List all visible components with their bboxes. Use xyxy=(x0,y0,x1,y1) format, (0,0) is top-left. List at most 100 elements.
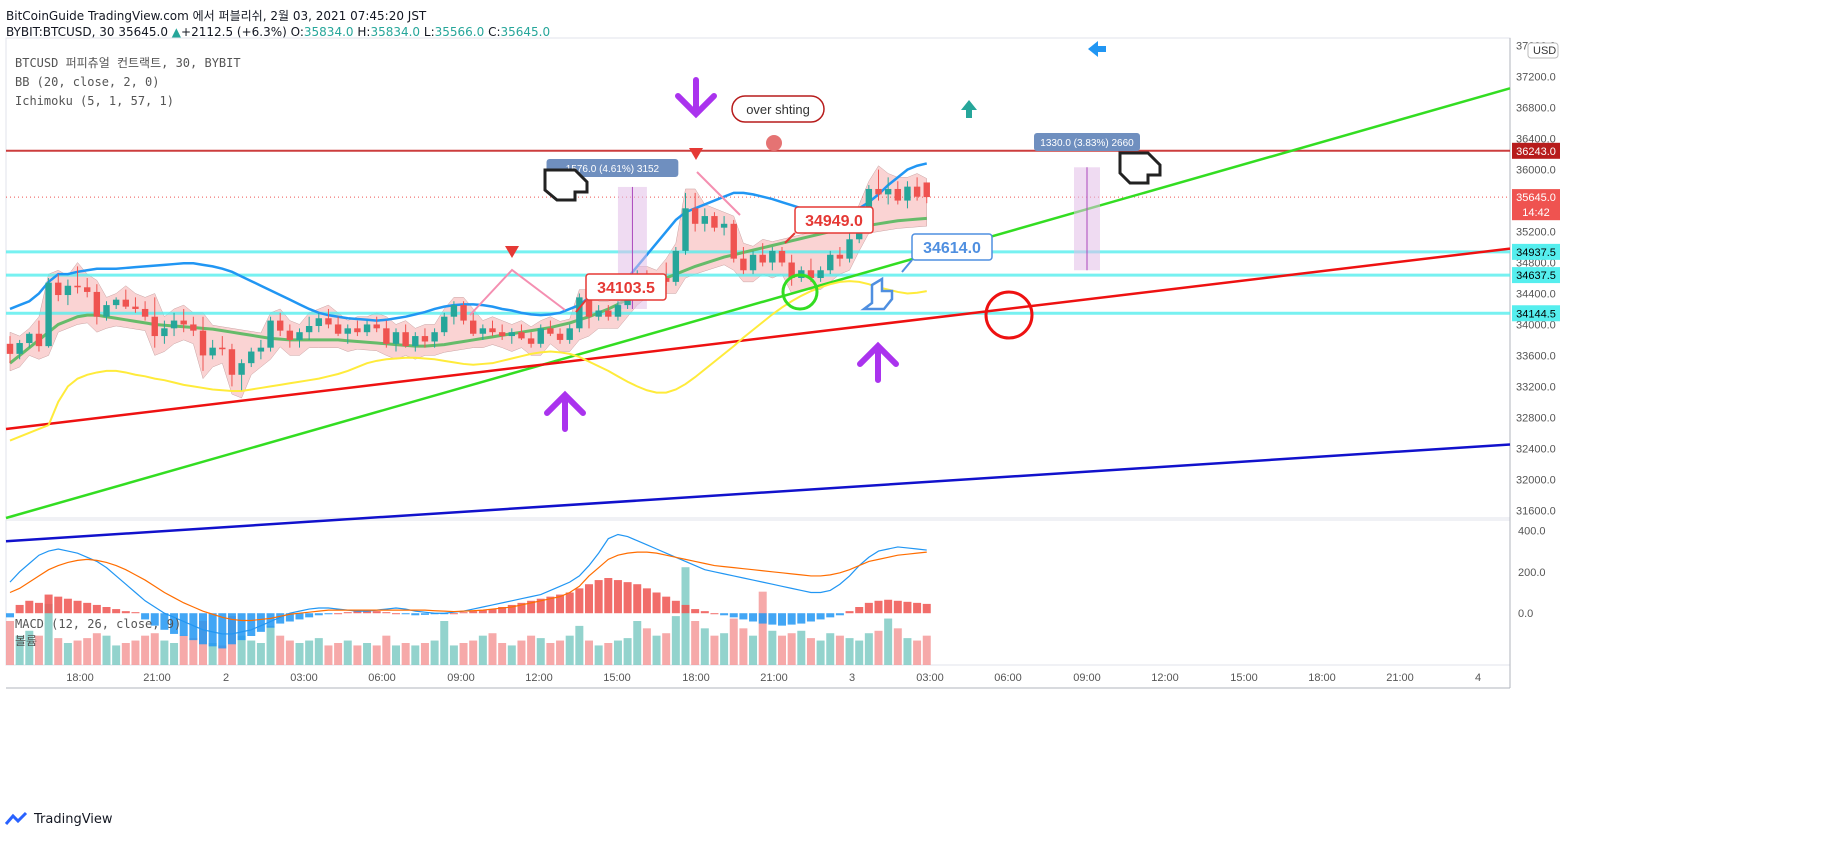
candle-up xyxy=(45,282,52,347)
macd-histogram-bar xyxy=(121,611,130,614)
macd-indicator-label[interactable]: MACD (12, 26, close, 9) xyxy=(15,617,182,631)
volume-bar xyxy=(372,645,381,665)
volume-bar xyxy=(700,628,709,665)
high-label: H: xyxy=(357,25,371,39)
time-tick-label: 09:00 xyxy=(1073,672,1101,684)
volume-bar xyxy=(343,640,352,665)
volume-bar xyxy=(710,635,719,665)
macd-histogram-bar xyxy=(179,613,188,636)
tradingview-brand[interactable]: TradingView xyxy=(4,811,113,827)
thumbs-down-hand-icon xyxy=(1118,151,1162,185)
volume-bar xyxy=(691,621,700,665)
close-value: 35645.0 xyxy=(500,25,551,39)
candle-down xyxy=(759,254,766,263)
callout-pointer xyxy=(901,259,913,273)
macd-histogram-bar xyxy=(797,613,806,624)
macd-histogram-bar xyxy=(112,609,121,614)
price-tick-label: 35200.0 xyxy=(1516,227,1556,239)
macd-histogram-bar xyxy=(131,612,140,614)
macd-histogram-bar xyxy=(34,602,43,614)
candle-down xyxy=(93,291,101,317)
volume-bar xyxy=(44,603,53,665)
macd-histogram-bar xyxy=(141,613,150,620)
ichimoku-indicator-label[interactable]: Ichimoku (5, 1, 57, 1) xyxy=(15,94,174,108)
volume-bar xyxy=(285,640,294,665)
symbol-title[interactable]: BTCUSD 퍼피츄얼 컨트랙트, 30, BYBIT xyxy=(15,56,241,70)
candle-up xyxy=(16,343,23,354)
volume-bar xyxy=(816,640,825,665)
price-axis-badge-label: 14:42 xyxy=(1522,207,1550,219)
candle-down xyxy=(913,186,921,197)
macd-histogram-bar xyxy=(227,613,236,645)
macd-histogram-bar xyxy=(739,613,748,620)
purple-up-arrow-icon xyxy=(857,341,899,383)
candle-down xyxy=(923,182,930,198)
volume-bar xyxy=(623,638,632,665)
macd-histogram-bar xyxy=(478,610,487,614)
candle-up xyxy=(537,328,544,344)
macd-histogram-bar xyxy=(806,613,815,622)
candle-up xyxy=(769,250,776,263)
pointing-hand-icon xyxy=(860,276,894,311)
macd-histogram-bar xyxy=(199,613,207,645)
macd-histogram-bar xyxy=(575,588,584,614)
candle-up xyxy=(363,324,371,333)
macd-histogram-bar xyxy=(527,600,536,614)
candle-up xyxy=(846,239,853,259)
macd-histogram-bar xyxy=(681,604,690,614)
candle-down xyxy=(334,324,342,334)
indicator-legend: BTCUSD 퍼피츄얼 컨트랙트, 30, BYBIT BB (20, clos… xyxy=(15,54,241,111)
candle-up xyxy=(701,216,708,224)
volume-bar xyxy=(835,635,844,665)
volume-bar xyxy=(83,638,92,665)
macd-histogram-bar xyxy=(6,613,14,618)
volume-bar xyxy=(488,633,497,665)
candle-up xyxy=(26,333,33,344)
speech-bubble-text: over shting xyxy=(746,102,810,117)
macd-histogram-bar xyxy=(700,611,709,614)
price-axis-badge-label: 34144.5 xyxy=(1516,308,1556,320)
candle-down xyxy=(219,347,226,350)
candle-down xyxy=(711,216,718,228)
candle-down xyxy=(383,328,390,344)
bb-indicator-label[interactable]: BB (20, close, 2, 0) xyxy=(15,75,160,89)
macd-histogram-bar xyxy=(787,613,796,625)
macd-line xyxy=(9,533,927,635)
volume-bar xyxy=(237,635,246,665)
macd-histogram-bar xyxy=(420,613,429,615)
macd-histogram-bar xyxy=(372,611,381,614)
volume-bar xyxy=(517,640,526,665)
red-trendline xyxy=(5,247,1511,431)
volume-bar xyxy=(758,591,767,665)
macd-histogram-bar xyxy=(604,578,613,614)
volume-bar xyxy=(305,640,314,665)
macd-histogram-bar xyxy=(874,600,883,614)
price-axis-badge xyxy=(1512,267,1560,284)
candle-down xyxy=(460,305,467,321)
trading-chart[interactable]: 31600.032000.032400.032800.033200.033600… xyxy=(0,0,1828,805)
blue-trendline xyxy=(5,443,1511,543)
time-tick-label: 06:00 xyxy=(368,672,396,684)
low-label: L: xyxy=(423,25,435,39)
macd-histogram-bar xyxy=(208,613,217,647)
candle-up xyxy=(257,347,265,352)
candle-down xyxy=(325,318,332,325)
macd-histogram-bar xyxy=(729,613,738,618)
close-label: C: xyxy=(488,25,501,39)
volume-bar xyxy=(430,640,439,665)
candle-down xyxy=(132,306,139,309)
bb-basis-line xyxy=(9,216,927,365)
macd-histogram-bar xyxy=(266,613,275,628)
neutral-face-icon xyxy=(781,273,819,311)
volume-indicator-label[interactable]: 볼륨 xyxy=(15,634,38,648)
candle-up xyxy=(817,270,824,278)
volume-bar xyxy=(739,628,748,665)
volume-bar xyxy=(893,628,902,665)
open-value: 35834.0 xyxy=(303,25,354,39)
candle-down xyxy=(35,333,43,347)
macd-histogram-bar xyxy=(324,613,333,615)
volume-bar xyxy=(613,640,622,665)
macd-histogram-bar xyxy=(353,611,362,614)
currency-label: USD xyxy=(1533,45,1556,57)
time-tick-label: 21:00 xyxy=(760,672,788,684)
